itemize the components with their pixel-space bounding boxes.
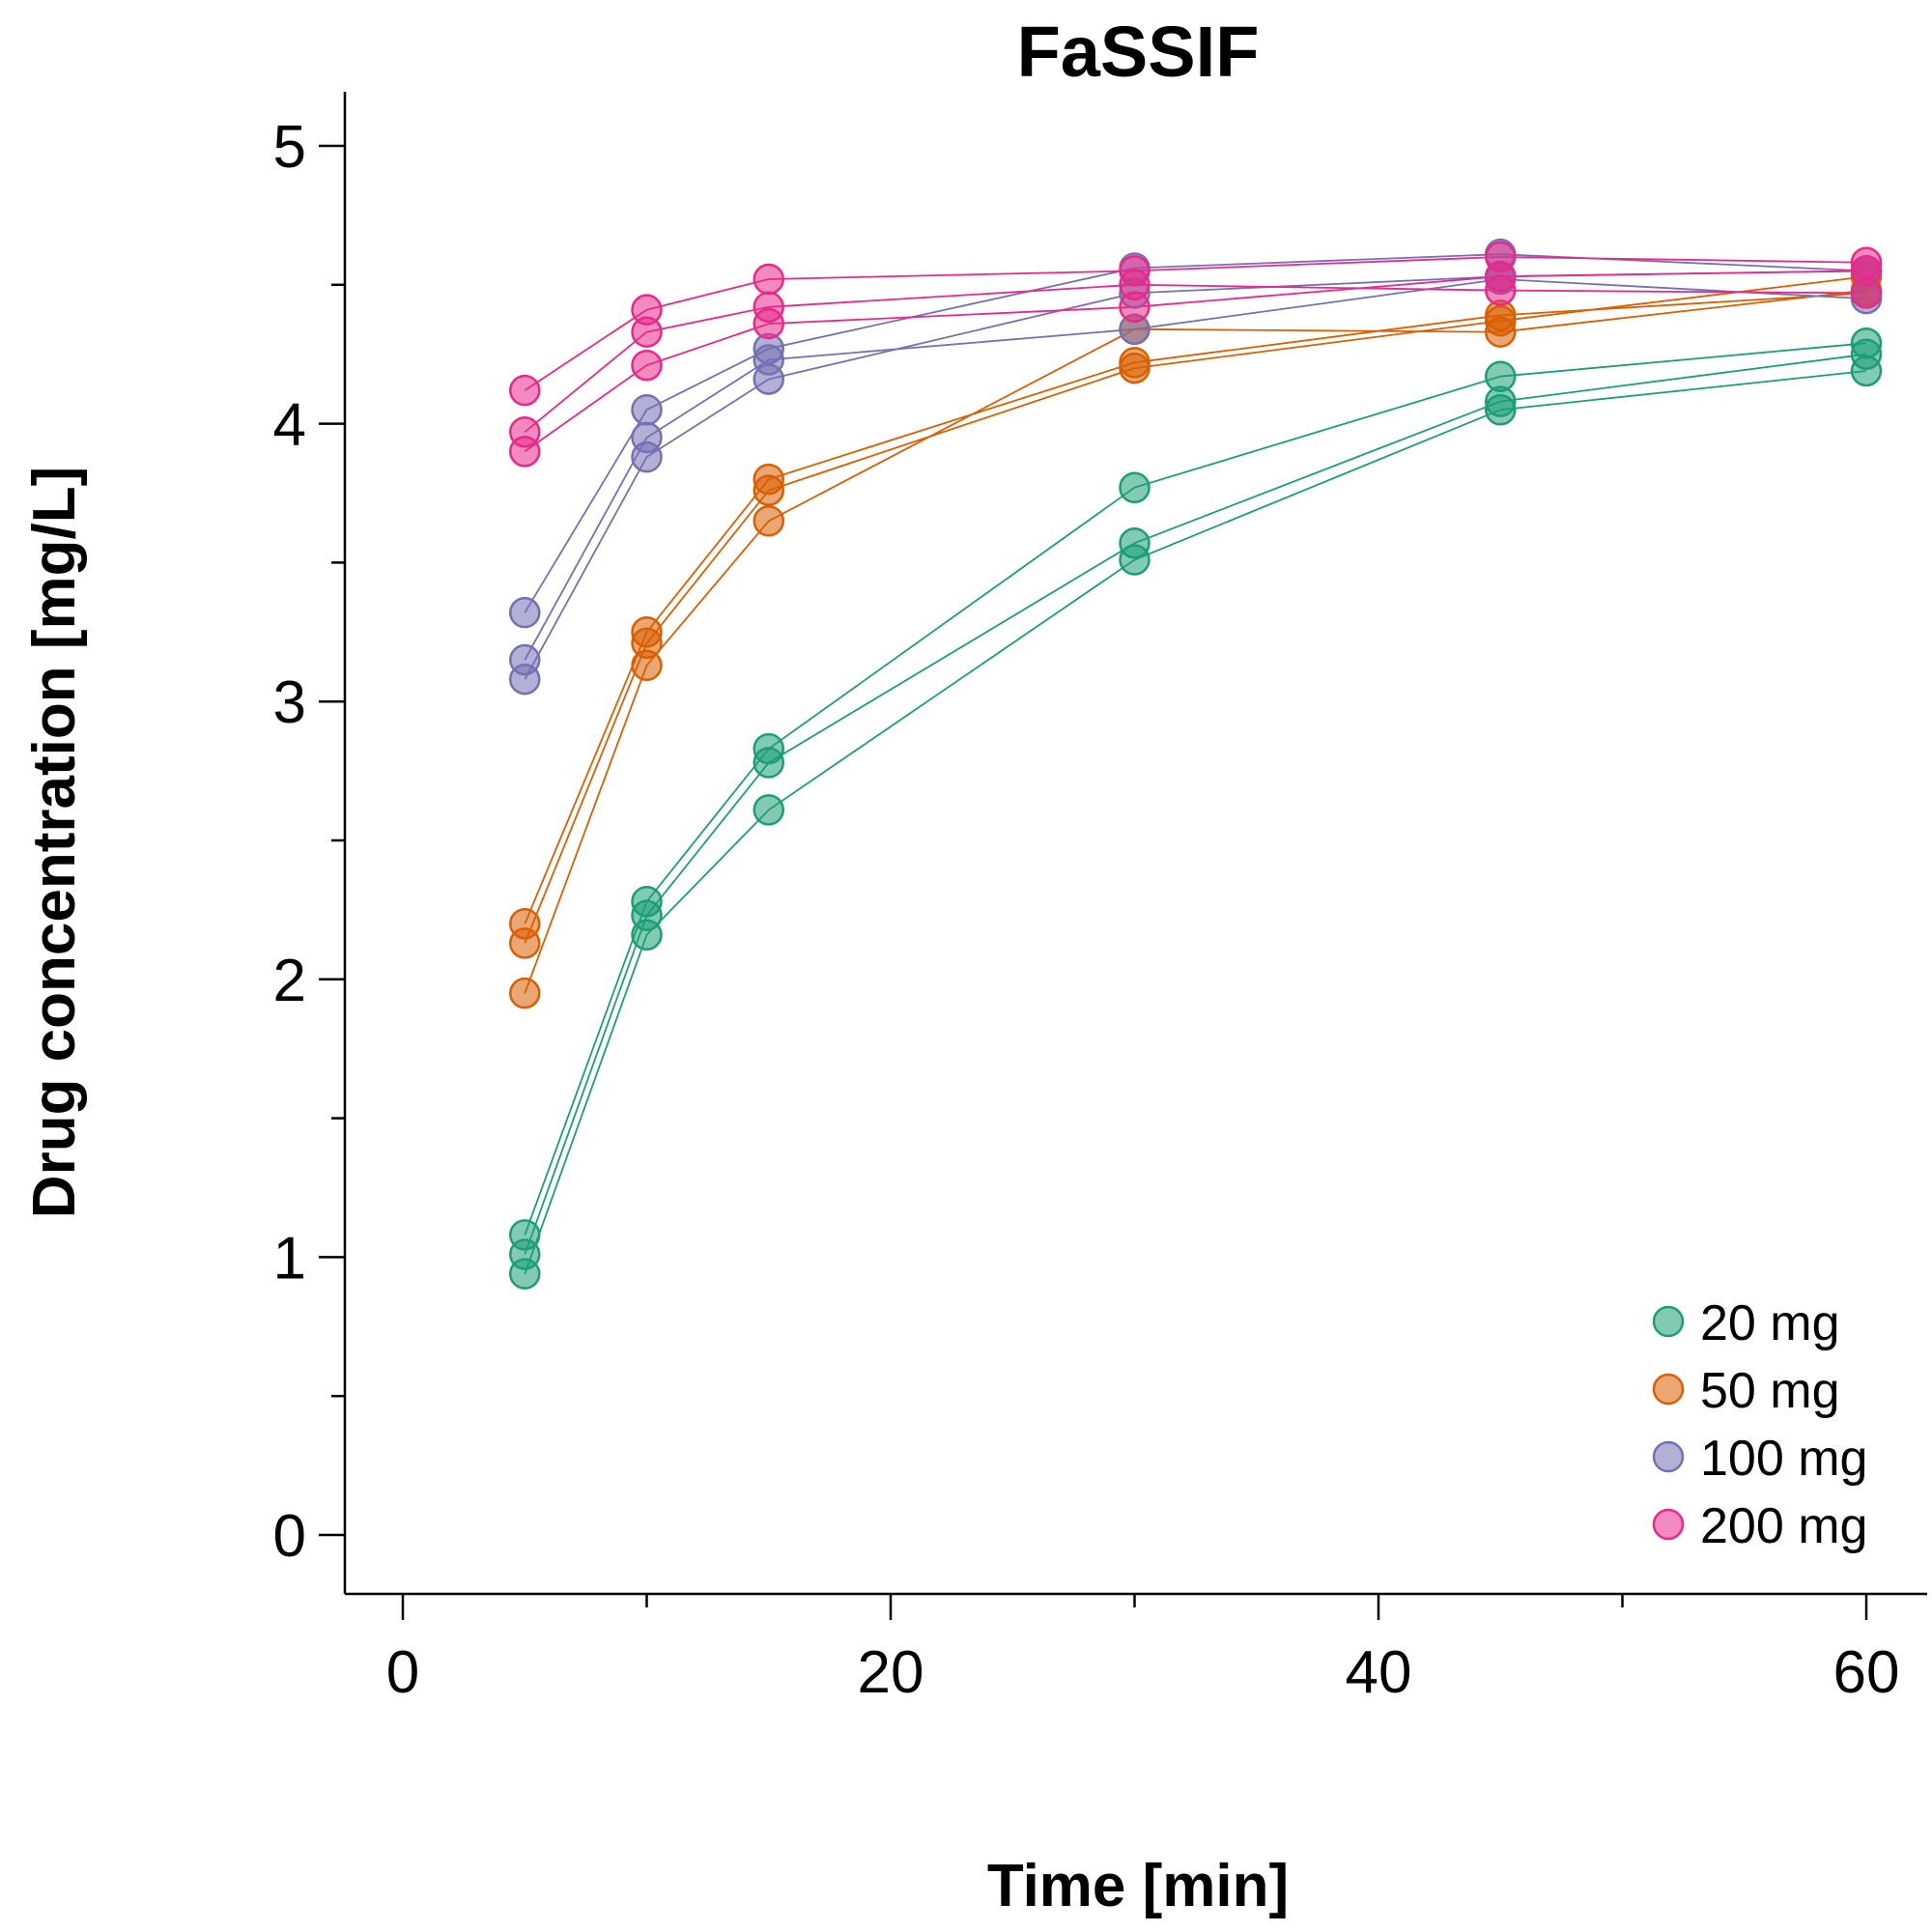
data-point-20-mg bbox=[631, 919, 663, 952]
data-point-200-mg bbox=[509, 374, 541, 407]
data-point-20-mg bbox=[753, 747, 784, 779]
data-point-20-mg bbox=[1485, 393, 1517, 426]
y-axis-ticks: 0 1 2 3 4 5 bbox=[273, 114, 345, 1570]
x-tick-label: 0 bbox=[386, 1639, 419, 1706]
data-point-100-mg bbox=[631, 393, 663, 426]
legend-marker bbox=[1652, 1508, 1685, 1541]
data-point-200-mg bbox=[631, 349, 663, 382]
data-point-50-mg bbox=[631, 649, 663, 682]
x-tick-label: 20 bbox=[858, 1639, 924, 1706]
series-line-200-mg bbox=[524, 283, 1867, 433]
data-point-100-mg bbox=[509, 663, 541, 696]
data-point-20-mg bbox=[1119, 544, 1151, 576]
legend-marker bbox=[1652, 1305, 1685, 1338]
legend-label: 200 mg bbox=[1700, 1498, 1867, 1554]
series-line-200-mg bbox=[524, 270, 1867, 453]
data-point-20-mg bbox=[1850, 355, 1883, 387]
data-point-20-mg bbox=[509, 1258, 541, 1290]
y-tick-label: 5 bbox=[273, 114, 306, 181]
data-point-200-mg bbox=[753, 263, 784, 296]
legend: 20 mg 50 mg 100 mg 200 mg bbox=[1652, 1295, 1867, 1554]
legend-marker bbox=[1652, 1440, 1685, 1473]
data-point-200-mg bbox=[1850, 255, 1883, 287]
series-line-50-mg bbox=[524, 289, 1867, 994]
x-axis-ticks: 0 20 40 60 bbox=[386, 1594, 1900, 1706]
data-point-50-mg bbox=[753, 474, 784, 506]
y-tick-label: 1 bbox=[273, 1225, 306, 1292]
data-point-100-mg bbox=[753, 363, 784, 395]
x-tick-label: 60 bbox=[1833, 1639, 1900, 1706]
data-point-20-mg bbox=[1119, 471, 1151, 503]
series-points bbox=[509, 238, 1883, 1290]
series-line-20-mg bbox=[524, 370, 1867, 1275]
data-point-100-mg bbox=[631, 440, 663, 473]
data-point-50-mg bbox=[509, 977, 541, 1009]
data-point-200-mg bbox=[753, 307, 784, 340]
data-point-100-mg bbox=[509, 596, 541, 629]
series-line-100-mg bbox=[524, 253, 1867, 613]
x-axis-title: Time [min] bbox=[987, 1853, 1289, 1919]
legend-label: 100 mg bbox=[1700, 1431, 1867, 1487]
x-tick-label: 40 bbox=[1346, 1639, 1412, 1706]
data-point-200-mg bbox=[1485, 260, 1517, 293]
data-point-50-mg bbox=[753, 505, 784, 537]
legend-label: 20 mg bbox=[1700, 1295, 1840, 1351]
series-line-20-mg bbox=[524, 342, 1867, 1236]
data-point-50-mg bbox=[1119, 352, 1151, 384]
data-point-200-mg bbox=[631, 316, 663, 348]
data-point-50-mg bbox=[509, 927, 541, 959]
data-point-50-mg bbox=[1485, 316, 1517, 348]
chart-title: FaSSIF bbox=[1017, 12, 1260, 92]
legend-label: 50 mg bbox=[1700, 1363, 1840, 1419]
y-tick-label: 4 bbox=[273, 392, 306, 459]
legend-marker bbox=[1652, 1373, 1685, 1406]
y-axis-title: Drug concentration [mg/L] bbox=[21, 467, 88, 1218]
y-axis-title-group: Drug concentration [mg/L] bbox=[21, 467, 88, 1218]
y-tick-label: 2 bbox=[273, 948, 306, 1014]
series-line-100-mg bbox=[524, 278, 1867, 661]
data-point-20-mg bbox=[753, 794, 784, 826]
series-line-50-mg bbox=[524, 292, 1867, 924]
series-line-50-mg bbox=[524, 275, 1867, 944]
data-point-200-mg bbox=[1119, 291, 1151, 324]
y-tick-label: 3 bbox=[273, 669, 306, 736]
series-line-20-mg bbox=[524, 353, 1867, 1255]
series-line-100-mg bbox=[524, 270, 1867, 680]
series-line-200-mg bbox=[524, 256, 1867, 391]
series-lines bbox=[524, 253, 1867, 1275]
data-point-200-mg bbox=[509, 436, 541, 468]
y-tick-label: 0 bbox=[273, 1503, 306, 1570]
